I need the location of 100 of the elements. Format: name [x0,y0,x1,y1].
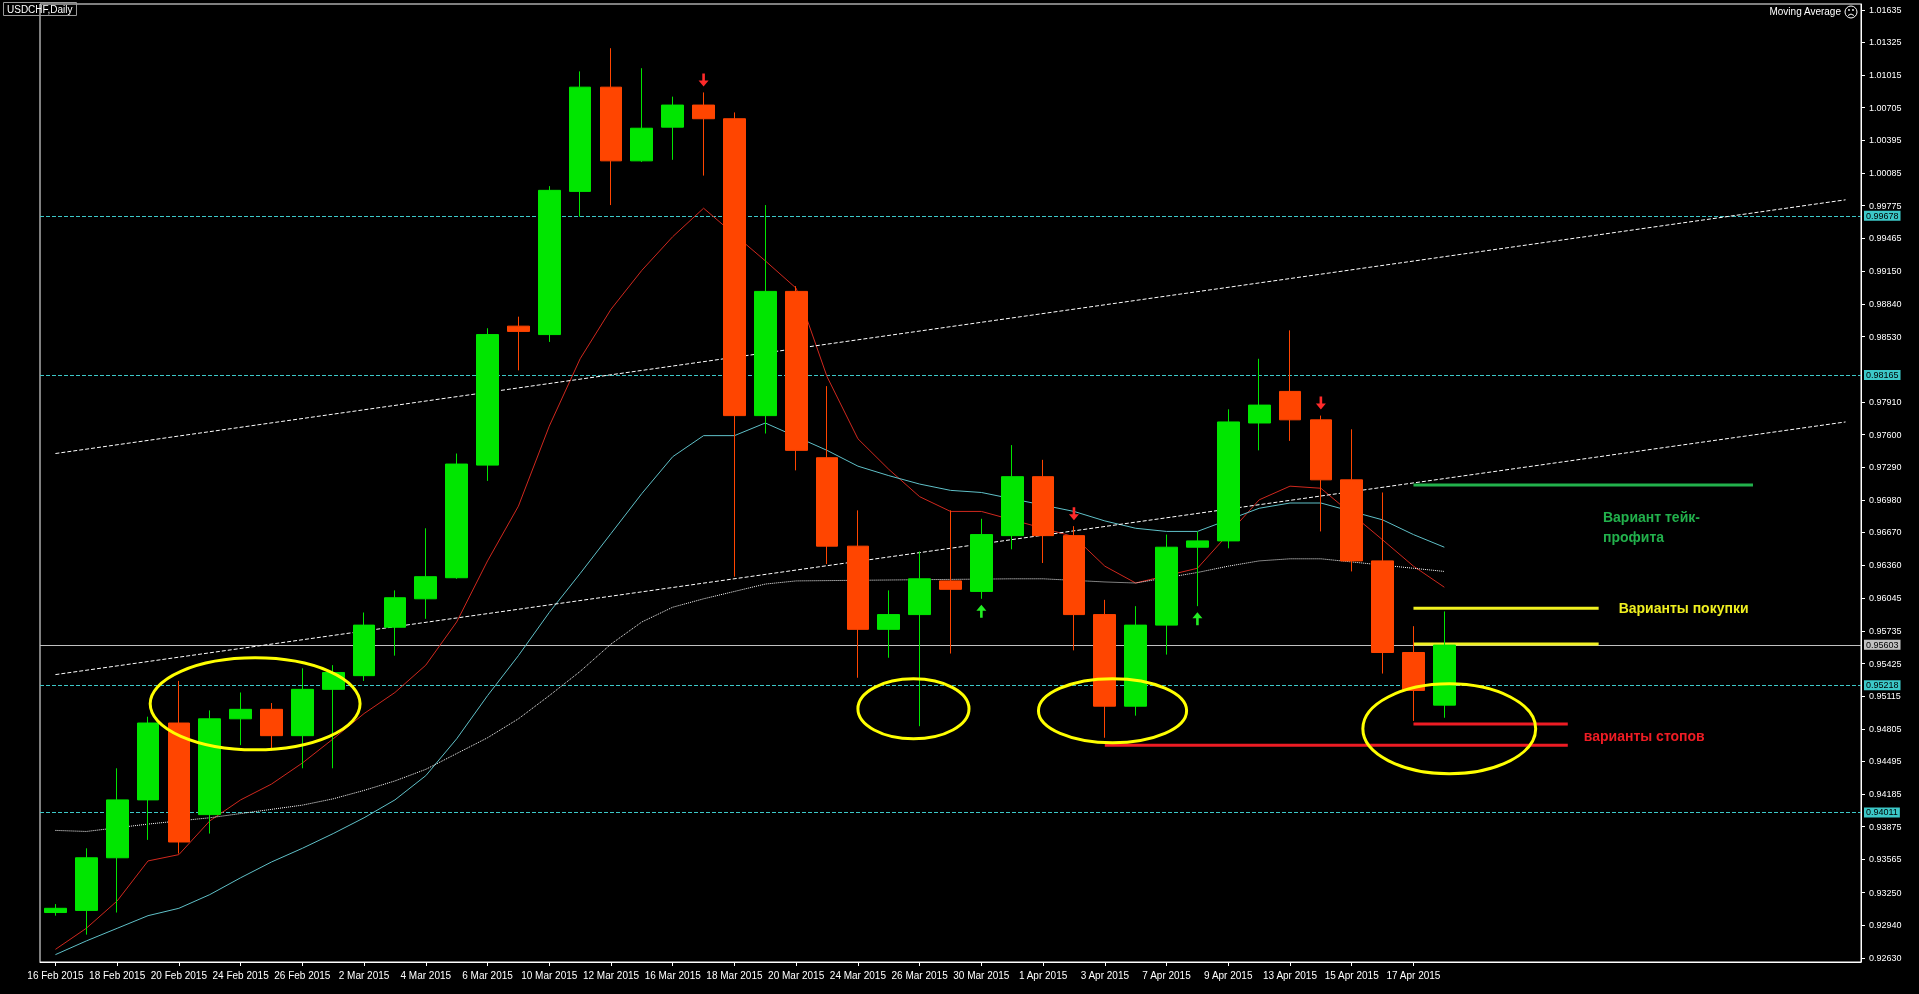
line-series [54,558,1445,832]
ref-line-label: 0.98165 [1866,370,1899,381]
y-tick-label: 0.93250 [1869,887,1902,898]
candlestick [1217,408,1240,549]
x-tick-label: 10 Mar 2015 [521,969,578,981]
candlestick [229,692,252,746]
x-tick-label: 7 Apr 2015 [1142,969,1192,981]
x-tick-label: 6 Mar 2015 [462,969,514,981]
candlestick [630,67,653,163]
annotation: Moving Average [1769,6,1841,17]
candlestick [939,509,962,655]
y-tick-label: 0.92940 [1869,920,1902,931]
x-tick-label: 20 Mar 2015 [768,969,825,981]
candlestick [847,509,869,679]
candlestick [908,550,931,727]
y-tick-label: 0.92630 [1869,952,1902,963]
x-tick-label: 26 Feb 2015 [274,969,331,981]
x-tick-label: 18 Mar 2015 [706,969,763,981]
y-tick-label: 0.96670 [1869,527,1902,538]
y-tick-label: 0.98530 [1869,331,1902,342]
ref-line-label: 0.95218 [1866,680,1899,691]
candlestick [1310,415,1332,532]
candlestick [1340,428,1363,572]
candlestick [692,91,715,177]
y-tick-label: 1.01015 [1869,70,1902,81]
x-tick-label: 1 Apr 2015 [1018,969,1068,981]
candlestick [661,96,684,161]
candlestick [754,204,777,435]
candlestick [970,518,993,600]
candlestick [384,589,406,657]
candlestick [353,611,375,682]
x-tick-label: 9 Apr 2015 [1204,969,1253,981]
y-tick-label: 0.93875 [1869,821,1902,832]
line-series [54,422,1445,956]
y-tick-label: 0.95115 [1869,691,1901,702]
candlestick [1433,610,1456,719]
candlestick [1371,491,1394,675]
y-tick-label: 0.96045 [1869,593,1902,604]
candlestick [445,453,468,580]
candlestick [538,185,561,343]
x-tick-label: 16 Mar 2015 [644,969,702,981]
candlestick [260,702,283,751]
y-tick-label: 0.96980 [1869,494,1902,505]
line-series [54,207,1445,950]
y-tick-label: 0.97600 [1869,429,1902,440]
y-tick-label: 1.00085 [1869,167,1902,178]
x-tick-label: 24 Feb 2015 [212,969,270,981]
x-tick-label: 17 Apr 2015 [1386,969,1441,981]
ref-line-label: 0.94011 [1866,807,1898,818]
candlestick [1248,358,1271,451]
chart-title: USDCHF,Daily [7,3,73,15]
candlestick [600,47,622,206]
candlestick [723,111,746,578]
candlestick [476,327,499,482]
y-tick-label: 0.95425 [1869,658,1902,669]
candlestick [75,847,98,936]
candlestick [507,316,530,371]
candlestick [44,903,67,917]
y-tick-label: 0.99150 [1869,266,1902,277]
y-tick-label: 0.97290 [1869,462,1902,473]
x-tick-label: 30 Mar 2015 [953,969,1010,981]
series-label: Вариант тейк-профита [1602,508,1701,548]
candlestick [569,70,591,218]
x-tick-label: 2 Mar 2015 [338,969,390,981]
y-tick-label: 1.00705 [1869,102,1902,113]
candlestick [1279,329,1301,442]
y-tick-label: 0.94185 [1869,789,1902,800]
candlestick [414,527,437,620]
y-tick-label: 1.01635 [1869,4,1902,15]
x-tick-label: 12 Mar 2015 [582,969,640,981]
ref-line-label: 0.95603 [1866,639,1899,650]
x-tick-label: 15 Apr 2015 [1324,969,1380,981]
candlestick [1186,530,1209,607]
y-tick-label: 0.94805 [1869,723,1902,734]
x-tick-label: 24 Mar 2015 [829,969,887,981]
x-tick-label: 13 Apr 2015 [1263,969,1318,981]
y-tick-label: 0.93565 [1869,854,1902,865]
y-tick-label: 0.96360 [1869,560,1902,571]
y-tick-label: 0.95735 [1869,625,1902,636]
x-tick-label: 4 Mar 2015 [400,969,452,981]
ref-line-label: 0.99678 [1866,210,1899,221]
candlestick [1155,534,1178,656]
candlestick [1093,599,1116,739]
y-tick-label: 0.97910 [1869,396,1902,407]
series-label: Варианты покупки [1618,599,1749,619]
x-tick-label: 16 Feb 2015 [27,969,84,981]
y-tick-label: 0.98840 [1869,299,1902,310]
candlestick [1124,605,1147,717]
series-label: варианты стопов [1583,727,1705,747]
candlestick [106,767,129,914]
candlestick [291,667,314,769]
candlestick [785,285,808,471]
y-tick-label: 1.00395 [1869,135,1902,146]
x-tick-label: 3 Apr 2015 [1080,969,1130,981]
candlestick [1001,444,1024,550]
candlestick [1402,625,1425,722]
y-tick-label: 0.94495 [1869,756,1902,767]
candlestick [198,709,221,835]
y-tick-label: 1.01325 [1869,37,1902,48]
y-tick-label: 0.99465 [1869,233,1902,244]
